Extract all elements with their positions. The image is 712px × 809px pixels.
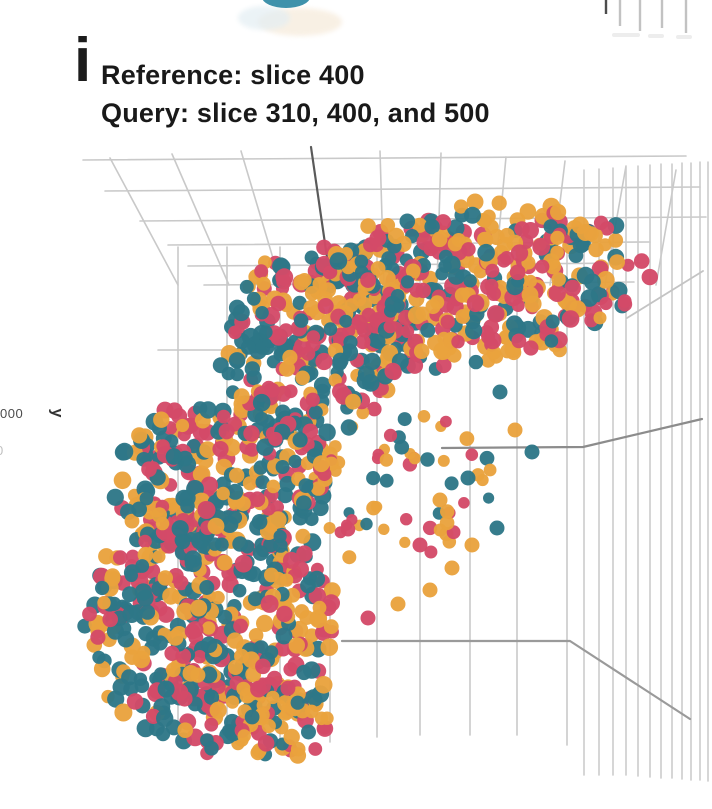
cropped-neighbor-panel-fragments	[238, 0, 692, 39]
scatter-points[interactable]	[77, 193, 658, 764]
title-line-reference: Reference: slice 400	[101, 60, 365, 90]
cropped-tick-label: 000	[0, 406, 24, 421]
y-axis-label: y	[48, 408, 66, 418]
plot-title: Reference: slice 400 Query: slice 310, 4…	[101, 56, 490, 132]
title-line-query: Query: slice 310, 400, and 500	[101, 98, 490, 128]
cropped-tick-label-2: 0	[0, 443, 3, 458]
panel-label: i	[74, 26, 92, 95]
